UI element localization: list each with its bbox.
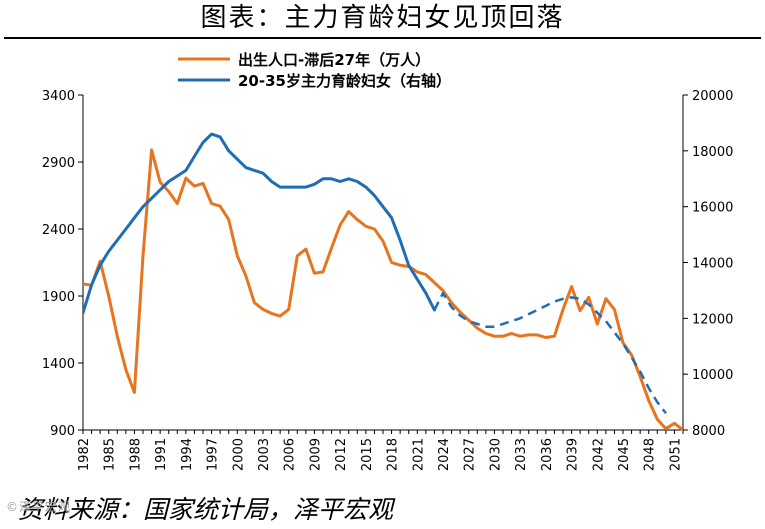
legend-label-women: 20-35岁主力育龄妇女（右轴） [238,72,451,90]
x-tick-label: 2015 [360,438,375,471]
x-tick-label: 2018 [386,438,401,471]
page-title: 图表：主力育龄妇女见顶回落 [200,3,565,33]
x-tick-label: 2000 [231,438,246,471]
x-tick-label: 1997 [206,438,221,471]
x-tick-label: 1991 [154,438,169,471]
y-left-tick-label: 2400 [42,223,75,238]
y-right-tick-label: 12000 [692,312,733,327]
x-tick-label: 2039 [566,438,581,471]
y-left-tick-label: 3400 [42,89,75,104]
x-tick-label: 1982 [77,438,92,471]
x-tick-label: 2048 [643,438,658,471]
y-left-tick-label: 2900 [42,156,75,171]
legend: 出生人口-滞后27年（万人） 20-35岁主力育龄妇女（右轴） [178,51,451,90]
series-births-line [83,148,683,431]
y-right-tick-label: 14000 [692,257,733,272]
title-underline [4,37,761,39]
source-note: 资料来源：国家统计局，泽平宏观 [18,495,394,524]
y-right-tick-label: 16000 [692,201,733,216]
x-tick-label: 2051 [668,438,683,471]
x-tick-label: 1988 [128,438,143,471]
y-right-tick-label: 10000 [692,368,733,383]
y-left-tick-label: 1400 [42,357,75,372]
x-tick-label: 2042 [591,438,606,471]
x-tick-label: 2003 [257,438,272,471]
watermark: ©泽平宏观 [6,500,72,514]
x-tick-label: 1994 [180,438,195,471]
x-tick-label: 2045 [617,438,632,471]
y-left-tick-label: 900 [50,424,75,439]
legend-label-births: 出生人口-滞后27年（万人） [238,51,430,69]
x-tick-label: 1985 [103,438,118,471]
y-right-tick-label: 8000 [692,424,725,439]
x-tick-label: 2027 [463,438,478,471]
x-tick-label: 2036 [540,438,555,471]
x-tick-label: 2012 [334,438,349,471]
x-tick-label: 2033 [514,438,529,471]
y-right-tick-label: 20000 [692,89,733,104]
y-left-tick-label: 1900 [42,290,75,305]
series-women-line [83,132,436,315]
x-tick-label: 2030 [488,438,503,471]
y-right-tick-label: 18000 [692,145,733,160]
series-women-forecast-line [433,291,667,415]
x-tick-label: 2006 [283,438,298,471]
x-tick-label: 2021 [411,438,426,471]
x-tick-label: 2009 [308,438,323,471]
x-tick-label: 2024 [437,438,452,471]
